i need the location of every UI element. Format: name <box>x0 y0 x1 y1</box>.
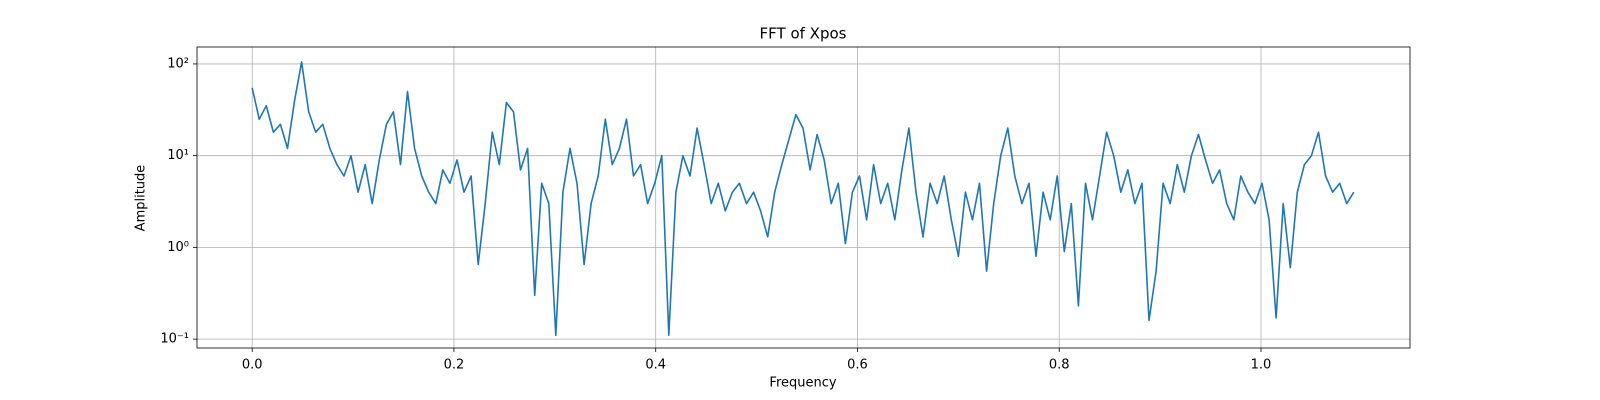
y-tick-label: 10¹ <box>167 148 189 163</box>
x-tick-label: 1.0 <box>1251 358 1272 373</box>
x-tick-label: 0.8 <box>1049 358 1070 373</box>
x-tick-label: 0.0 <box>242 358 263 373</box>
x-tick-label: 0.6 <box>847 358 868 373</box>
chart-title: FFT of Xpos <box>760 25 847 43</box>
y-tick-label: 10⁻¹ <box>160 332 189 347</box>
data-line <box>251 61 1355 337</box>
y-tick-label: 10⁰ <box>167 240 189 255</box>
x-tick-label: 0.4 <box>645 358 666 373</box>
x-tick-label: 0.2 <box>444 358 465 373</box>
plot-frame <box>196 46 1411 349</box>
x-axis-label: Frequency <box>769 376 836 391</box>
y-axis-label: Amplitude <box>134 165 149 232</box>
y-tick-label: 10² <box>167 56 189 71</box>
